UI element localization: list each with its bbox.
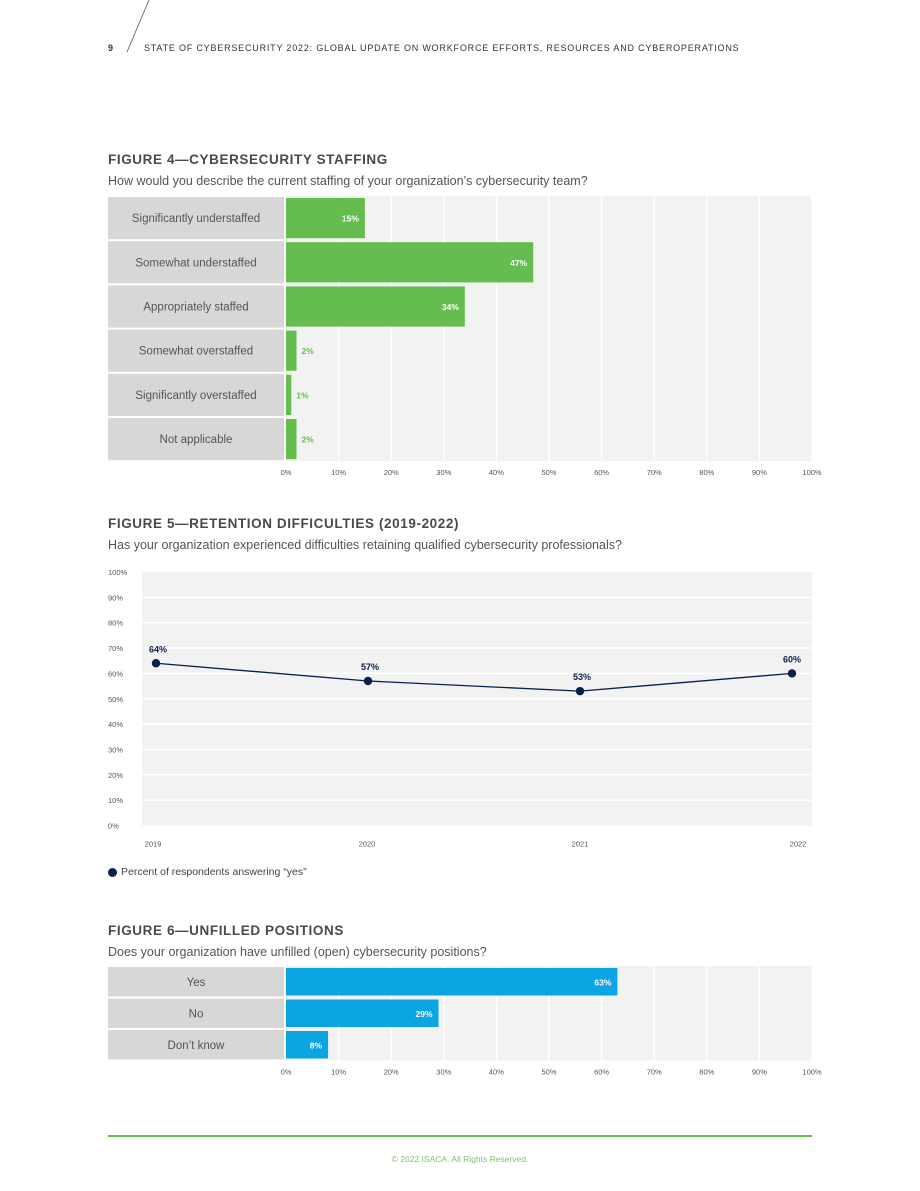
- fig5-y-tick-label: 30%: [108, 745, 123, 754]
- fig6-bar: [286, 1031, 329, 1059]
- fig6-category-label: No: [189, 1008, 204, 1020]
- fig4-category-box: [108, 373, 284, 416]
- fig4-category-label: Significantly overstaffed: [135, 390, 256, 402]
- figure-5-legend: Percent of respondents answering “yes”: [108, 866, 307, 878]
- fig4-value-label: 2%: [302, 435, 315, 445]
- fig6-x-tick-label: 50%: [541, 1068, 556, 1077]
- fig4-category-label: Somewhat understaffed: [135, 257, 256, 269]
- fig6-x-tick-label: 70%: [647, 1068, 662, 1077]
- fig5-y-tick-label: 70%: [108, 644, 123, 653]
- fig5-series-line: [155, 662, 793, 692]
- fig4-category-label: Somewhat overstaffed: [139, 346, 253, 358]
- legend-marker: [108, 867, 117, 877]
- fig6-x-tick-label: 60%: [594, 1068, 609, 1077]
- fig5-data-point: [787, 669, 797, 678]
- fig5-y-tick-label: 10%: [108, 796, 123, 805]
- fig4-category-box: [108, 241, 284, 284]
- fig4-category-box: [108, 197, 284, 240]
- fig4-x-tick-label: 100%: [802, 468, 822, 477]
- fig4-value-label: 47%: [510, 258, 527, 268]
- fig4-bar: [286, 242, 534, 283]
- fig5-y-tick-label: 40%: [108, 720, 123, 729]
- fig6-x-tick-label: 90%: [752, 1068, 767, 1077]
- page-number: 9: [108, 43, 114, 53]
- fig4-bar: [286, 419, 297, 460]
- fig4-value-label: 15%: [342, 214, 359, 224]
- fig5-data-point: [363, 676, 373, 686]
- fig4-x-tick-label: 90%: [752, 468, 767, 477]
- figure-4-bar-chart: Significantly understaffed 15% Somewhat un…: [108, 196, 822, 477]
- fig4-bar: [286, 286, 465, 327]
- fig5-value-label: 53%: [573, 672, 591, 682]
- figure-6-subtitle: Does your organization have unfilled (op…: [108, 945, 487, 959]
- figure-5-title: FIGURE 5—RETENTION DIFFICULTIES (2019-20…: [108, 516, 460, 531]
- fig5-data-point: [151, 659, 161, 668]
- fig4-category-label: Appropriately staffed: [143, 302, 248, 314]
- fig4-value-label: 34%: [442, 302, 459, 312]
- fig4-category-label: Not applicable: [160, 434, 233, 446]
- header-slash-divider: [126, 0, 150, 53]
- fig4-category-label: Significantly understaffed: [132, 213, 260, 225]
- fig5-y-tick-label: 60%: [108, 669, 123, 678]
- running-title: STATE OF CYBERSECURITY 2022: GLOBAL UPDA…: [144, 43, 740, 53]
- fig6-category-label: Don’t know: [168, 1040, 226, 1052]
- fig4-x-tick-label: 80%: [699, 468, 714, 477]
- fig6-value-label: 8%: [310, 1040, 323, 1050]
- fig6-x-tick-label: 30%: [436, 1068, 451, 1077]
- figure-4-title: FIGURE 4—CYBERSECURITY STAFFING: [108, 152, 388, 167]
- fig5-value-label: 57%: [361, 662, 379, 672]
- footer-copyright: © 2022 ISACA. All Rights Reserved.: [391, 1154, 529, 1164]
- legend-label: Percent of respondents answering “yes”: [121, 866, 307, 878]
- fig4-x-tick-label: 50%: [541, 468, 556, 477]
- fig6-x-tick-label: 20%: [384, 1068, 399, 1077]
- footer-rule: [108, 1135, 812, 1137]
- fig5-x-tick-label: 2022: [790, 840, 807, 849]
- fig5-value-label: 60%: [783, 654, 801, 664]
- fig6-x-tick-label: 40%: [489, 1068, 504, 1077]
- fig6-x-tick-label: 80%: [699, 1068, 714, 1077]
- fig4-category-box: [108, 329, 284, 372]
- fig4-bar: [286, 198, 365, 239]
- fig6-bar: [286, 968, 618, 996]
- figure-6-title: FIGURE 6—UNFILLED POSITIONS: [108, 923, 344, 938]
- fig6-category-box: [108, 1030, 284, 1060]
- fig5-y-tick-label: 50%: [108, 695, 123, 704]
- fig4-x-tick-label: 70%: [647, 468, 662, 477]
- fig6-x-tick-label: 0%: [281, 1068, 292, 1077]
- fig5-x-tick-label: 2020: [359, 840, 376, 849]
- fig5-y-tick-label: 90%: [108, 593, 123, 602]
- fig4-x-tick-label: 30%: [436, 468, 451, 477]
- fig6-bar: [286, 999, 439, 1027]
- fig4-x-tick-label: 10%: [331, 468, 346, 477]
- fig5-x-tick-label: 2021: [572, 840, 589, 849]
- fig4-value-label: 1%: [296, 390, 309, 400]
- fig4-x-tick-label: 20%: [384, 468, 399, 477]
- fig4-x-tick-label: 40%: [489, 468, 504, 477]
- fig6-category-label: Yes: [187, 977, 206, 989]
- fig6-category-box: [108, 967, 284, 997]
- fig5-value-label: 64%: [149, 644, 167, 654]
- fig6-x-tick-label: 100%: [802, 1068, 822, 1077]
- fig5-y-tick-label: 80%: [108, 619, 123, 628]
- fig5-data-point: [575, 686, 585, 696]
- fig5-y-tick-label: 100%: [108, 568, 128, 577]
- fig6-value-label: 29%: [416, 1009, 433, 1019]
- fig6-value-label: 63%: [594, 977, 611, 987]
- fig4-bar: [286, 374, 292, 415]
- fig4-bar: [286, 330, 297, 371]
- figure-5-line-chart: 0% 10% 20% 30% 40% 50% 60% 70% 80% 90% 100% 64% 57% 5…: [108, 568, 812, 849]
- fig4-category-box: [108, 418, 284, 461]
- fig4-x-tick-label: 60%: [594, 468, 609, 477]
- figure-4-subtitle: How would you describe the current staff…: [108, 174, 588, 188]
- fig4-x-tick-label: 0%: [281, 468, 292, 477]
- fig6-x-tick-label: 10%: [331, 1068, 346, 1077]
- fig5-y-tick-label: 20%: [108, 771, 123, 780]
- figure-6-bar-chart: Yes 63% No 29% Don’t know 8% 0% 10% 20% 30% 40% 50%…: [108, 966, 822, 1077]
- fig4-value-label: 2%: [302, 346, 315, 356]
- fig5-y-tick-label: 0%: [108, 822, 119, 831]
- fig6-category-box: [108, 998, 284, 1028]
- figure-5-subtitle: Has your organization experienced diffic…: [108, 538, 622, 552]
- fig4-category-box: [108, 285, 284, 328]
- fig5-x-tick-label: 2019: [145, 840, 162, 849]
